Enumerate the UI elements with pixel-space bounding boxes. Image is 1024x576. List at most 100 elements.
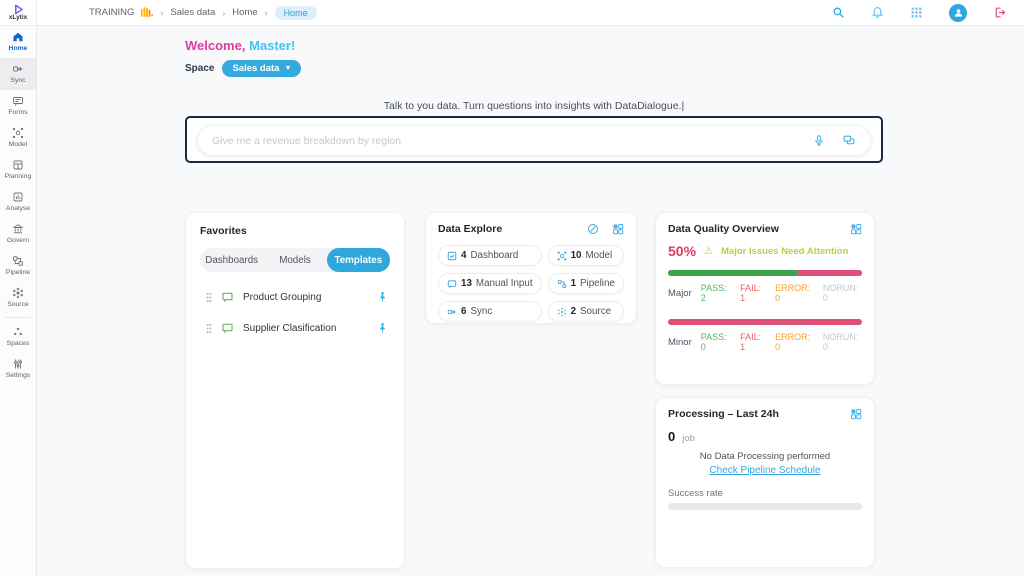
explore-tile-model[interactable]: 10 Model — [548, 245, 624, 266]
datadialogue-tagline: Talk to you data. Turn questions into in… — [185, 100, 883, 112]
quality-alert-text: Major Issues Need Attention — [721, 246, 848, 257]
norun-stat: NORUN: 0 — [823, 283, 862, 303]
compass-icon[interactable] — [587, 223, 599, 235]
sidebar-label: Model — [9, 141, 28, 148]
colored-bars-icon — [141, 7, 153, 18]
drag-handle-icon[interactable] — [206, 323, 212, 334]
template-form-icon — [221, 322, 234, 334]
tile-count: 6 — [461, 306, 466, 317]
fail-stat: FAIL: 1 — [740, 332, 766, 352]
grid-view-icon[interactable] — [850, 408, 862, 420]
sidebar-item-model[interactable]: Model — [0, 122, 36, 154]
pin-icon[interactable] — [377, 322, 388, 334]
home-icon — [12, 31, 24, 43]
datadialogue-input[interactable] — [212, 135, 813, 147]
error-stat: ERROR: 0 — [775, 283, 814, 303]
breadcrumb-current-home[interactable]: Home — [275, 6, 317, 20]
spaces-icon — [12, 326, 24, 338]
tab-templates[interactable]: Templates — [327, 248, 390, 272]
tile-label: Dashboard — [470, 250, 518, 261]
explore-tile-sync[interactable]: 6 Sync — [438, 301, 542, 322]
apps-grid-icon[interactable] — [910, 6, 923, 19]
favorite-item-label: Product Grouping — [243, 292, 368, 303]
tile-count: 13 — [461, 278, 472, 289]
chat-send-icon[interactable] — [842, 134, 856, 147]
sidebar-label: Analyse — [6, 205, 30, 212]
breadcrumb-home[interactable]: Home — [232, 7, 257, 18]
datadialogue-inputbar — [197, 125, 871, 156]
model-icon — [557, 251, 567, 261]
drag-handle-icon[interactable] — [206, 292, 212, 303]
grid-view-icon[interactable] — [612, 223, 624, 235]
tab-dashboards[interactable]: Dashboards — [200, 248, 263, 272]
sidebar-item-spaces[interactable]: Spaces — [0, 321, 36, 353]
pass-stat: PASS: 0 — [701, 332, 731, 352]
tile-count: 1 — [571, 278, 576, 289]
tab-models[interactable]: Models — [263, 248, 326, 272]
sidebar-item-planning[interactable]: Planning — [0, 154, 36, 186]
success-rate-label: Success rate — [668, 488, 862, 499]
sidebar-item-analyse[interactable]: Analyse — [0, 186, 36, 218]
job-count: 0 — [668, 429, 675, 444]
analyse-icon — [12, 191, 24, 203]
sidebar-item-pipeline[interactable]: Pipeline — [0, 250, 36, 282]
major-quality-bar — [668, 270, 862, 276]
sidebar-item-settings[interactable]: Settings — [0, 353, 36, 385]
sidebar-label: Sync — [10, 77, 25, 84]
topbar-actions — [832, 4, 1024, 22]
check-pipeline-schedule-link[interactable]: Check Pipeline Schedule — [668, 465, 862, 476]
explore-grid: 4 Dashboard 10 Model 13 Manual Input — [438, 245, 624, 322]
explore-tile-source[interactable]: 2 Source — [548, 301, 624, 322]
sidebar-item-home[interactable]: Home — [0, 26, 36, 58]
model-icon — [12, 127, 24, 139]
microphone-icon[interactable] — [813, 134, 825, 147]
pin-icon[interactable] — [377, 291, 388, 303]
data-quality-card: Data Quality Overview 50% ⚠ Major Issues… — [655, 212, 875, 385]
sidebar-item-forms[interactable]: Forms — [0, 90, 36, 122]
data-quality-title: Data Quality Overview — [668, 223, 779, 235]
explore-tile-pipeline[interactable]: 1 Pipeline — [548, 273, 624, 294]
topbar: xLytix TRAINING › Sales data › Home › Ho… — [0, 0, 1024, 26]
row-name: Minor — [668, 337, 692, 348]
welcome-prefix: Welcome, — [185, 38, 245, 53]
forms-icon — [12, 95, 24, 107]
grid-view-icon[interactable] — [850, 223, 862, 235]
explore-tile-manual-input[interactable]: 13 Manual Input — [438, 273, 542, 294]
app-logo[interactable]: xLytix — [0, 0, 37, 26]
space-selected-value: Sales data — [232, 63, 279, 74]
sidebar-item-sync[interactable]: Sync — [0, 58, 36, 90]
tile-count: 2 — [571, 306, 576, 317]
norun-stat: NORUN: 0 — [823, 332, 862, 352]
breadcrumb-sales-data[interactable]: Sales data — [170, 7, 215, 18]
template-form-icon — [221, 291, 234, 303]
sync-icon — [447, 307, 457, 317]
source-icon — [12, 287, 24, 299]
dialogue-actions — [813, 134, 856, 147]
settings-sliders-icon — [12, 358, 24, 370]
sidebar-label: Spaces — [7, 340, 30, 347]
favorite-item-product-grouping[interactable]: Product Grouping — [200, 291, 390, 303]
bell-icon[interactable] — [871, 6, 884, 19]
space-label: Space — [185, 63, 214, 74]
user-avatar[interactable] — [949, 4, 967, 22]
search-icon[interactable] — [832, 6, 845, 19]
page-title: Welcome, Master! — [185, 38, 295, 53]
space-dropdown[interactable]: Sales data ▼ — [222, 60, 301, 77]
error-stat: ERROR: 0 — [775, 332, 814, 352]
breadcrumb: TRAINING › Sales data › Home › Home — [89, 6, 317, 20]
explore-tile-dashboard[interactable]: 4 Dashboard — [438, 245, 542, 266]
favorite-item-supplier-clasification[interactable]: Supplier Clasification — [200, 322, 390, 334]
logout-icon[interactable] — [993, 6, 1006, 19]
data-explore-title: Data Explore — [438, 223, 502, 235]
sidebar-item-source[interactable]: Source — [0, 282, 36, 314]
tile-label: Model — [585, 250, 612, 261]
breadcrumb-training[interactable]: TRAINING — [89, 7, 134, 18]
sidebar-item-govern[interactable]: Govern — [0, 218, 36, 250]
sidebar-label: Govern — [7, 237, 29, 244]
chevron-right-icon: › — [160, 8, 163, 18]
welcome-username: Master! — [245, 38, 295, 53]
favorite-item-label: Supplier Clasification — [243, 323, 368, 334]
processing-count-row: 0 job — [668, 429, 862, 444]
person-icon — [953, 7, 964, 18]
sidebar-label: Home — [9, 45, 28, 52]
